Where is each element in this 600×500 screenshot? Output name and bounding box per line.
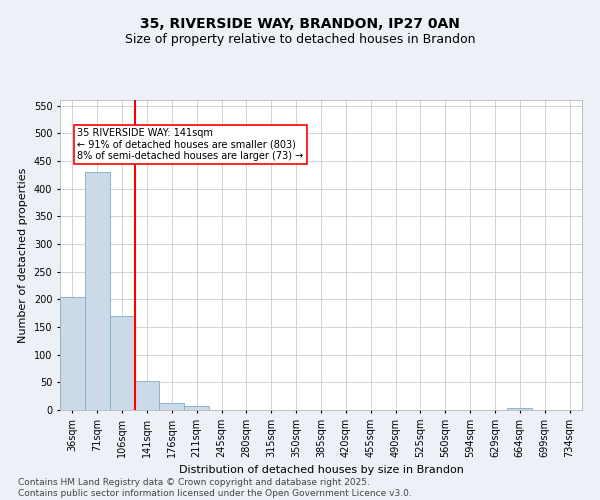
Text: Size of property relative to detached houses in Brandon: Size of property relative to detached ho… [125, 32, 475, 46]
Text: 35, RIVERSIDE WAY, BRANDON, IP27 0AN: 35, RIVERSIDE WAY, BRANDON, IP27 0AN [140, 18, 460, 32]
X-axis label: Distribution of detached houses by size in Brandon: Distribution of detached houses by size … [179, 466, 463, 475]
Y-axis label: Number of detached properties: Number of detached properties [18, 168, 28, 342]
Text: 35 RIVERSIDE WAY: 141sqm
← 91% of detached houses are smaller (803)
8% of semi-d: 35 RIVERSIDE WAY: 141sqm ← 91% of detach… [77, 128, 304, 161]
Bar [110, 316, 134, 410]
Bar [85, 172, 110, 410]
Text: Contains HM Land Registry data © Crown copyright and database right 2025.
Contai: Contains HM Land Registry data © Crown c… [18, 478, 412, 498]
Bar [160, 403, 184, 410]
Bar [508, 408, 532, 410]
Bar [184, 406, 209, 410]
Bar [60, 296, 85, 410]
Bar [134, 380, 160, 410]
